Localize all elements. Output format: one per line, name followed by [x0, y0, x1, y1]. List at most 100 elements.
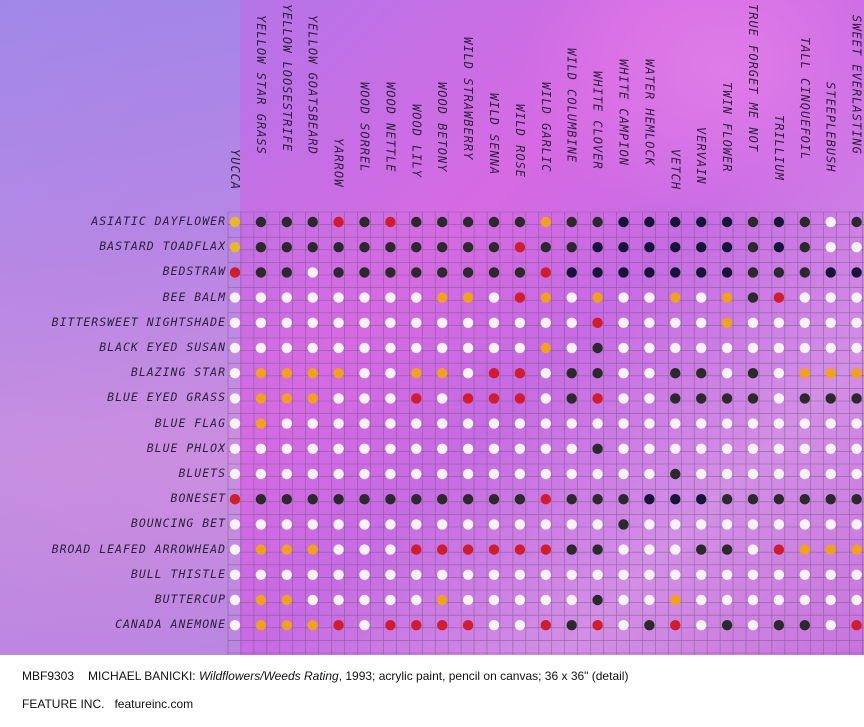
painted-dot: [307, 342, 318, 354]
column-label: WHITE CLOVER: [590, 70, 605, 170]
catalog-number: MBF9303: [22, 669, 75, 683]
painted-dot: [255, 620, 267, 631]
painted-dot: [281, 418, 292, 429]
painted-dot: [385, 519, 396, 530]
painted-dot: [333, 216, 344, 228]
painted-dot: [229, 292, 241, 303]
painted-dot: [696, 292, 707, 303]
painted-dot: [281, 317, 292, 328]
painted-dot: [462, 342, 474, 354]
painted-dot: [851, 468, 862, 480]
painted-dot: [747, 620, 759, 631]
painted-dot: [411, 468, 422, 480]
painted-dot: [618, 393, 629, 404]
canvas-stain: [520, 0, 864, 230]
painted-dot: [773, 519, 785, 530]
painted-dot: [540, 317, 551, 328]
caption-bar: [0, 655, 864, 727]
painted-dot: [592, 242, 603, 253]
painted-dot: [670, 267, 681, 278]
painted-dot: [229, 242, 241, 253]
painted-dot: [488, 594, 500, 606]
painted-dot: [540, 494, 551, 505]
row-label: BLUE FLAG: [154, 415, 226, 430]
painted-dot: [618, 267, 629, 278]
column-label: STEEPLEBUSH: [823, 81, 838, 173]
painted-dot: [437, 443, 448, 454]
painted-dot: [333, 443, 344, 454]
painted-dot: [618, 544, 629, 555]
painted-dot: [644, 242, 655, 253]
caption-line: MBF9303 MICHAEL BANICKI: Wildflowers/Weed…: [22, 669, 628, 683]
painted-dot: [670, 443, 681, 454]
painted-dot: [747, 292, 759, 303]
painted-dot: [618, 342, 629, 354]
painted-dot: [592, 544, 603, 555]
painted-dot: [825, 216, 836, 228]
painted-dot: [229, 267, 241, 278]
painted-dot: [799, 267, 810, 278]
painted-dot: [696, 418, 707, 429]
pencil-grid-with-dots: [227, 211, 864, 655]
painted-dot: [488, 393, 500, 404]
painted-dot: [696, 368, 707, 379]
painted-dot: [307, 393, 318, 404]
painted-dot: [540, 393, 551, 404]
painted-dot: [825, 368, 836, 379]
painted-dot: [773, 317, 785, 328]
painted-dot: [696, 620, 707, 631]
painted-dot: [644, 216, 655, 228]
painted-dot: [488, 242, 500, 253]
painted-dot: [618, 494, 629, 505]
painted-dot: [333, 494, 344, 505]
painted-dot: [281, 620, 292, 631]
painted-dot: [825, 317, 836, 328]
painted-dot: [281, 443, 292, 454]
column-label: WILD STRAWBERRY: [461, 37, 476, 161]
painted-dot: [359, 494, 370, 505]
painted-dot: [592, 468, 603, 480]
painted-dot: [514, 342, 526, 354]
painted-dot: [385, 544, 396, 555]
painted-dot: [411, 443, 422, 454]
gallery-website: featureinc.com: [114, 697, 194, 711]
painted-dot: [773, 544, 785, 555]
painted-dot: [307, 216, 318, 228]
painted-dot: [773, 620, 785, 631]
painted-dot: [670, 544, 681, 555]
column-label: WILD SENNA: [487, 93, 501, 176]
painted-dot: [696, 468, 707, 480]
painted-dot: [592, 267, 603, 278]
painted-dot: [488, 620, 500, 631]
painted-dot: [566, 368, 577, 379]
painted-dot: [644, 292, 655, 303]
row-label: BULL THISTLE: [130, 566, 226, 581]
painted-dot: [411, 544, 422, 555]
painted-dot: [721, 368, 733, 379]
painted-dot: [307, 443, 318, 454]
painted-dot: [255, 317, 267, 328]
painted-dot: [488, 216, 500, 228]
painted-dot: [747, 393, 759, 404]
column-label: YELLOW LOOSESTRIFE: [279, 4, 294, 153]
pencil-grid-lines: [227, 211, 864, 655]
painted-dot: [411, 242, 422, 253]
painted-dot: [618, 418, 629, 429]
painted-dot: [411, 620, 422, 631]
painted-dot: [359, 292, 370, 303]
painted-dot: [359, 267, 370, 278]
painted-dot: [747, 544, 759, 555]
column-label: YARROW: [331, 137, 346, 188]
painted-dot: [644, 418, 655, 429]
row-label: BUTTERCUP: [154, 592, 226, 606]
painted-dot: [229, 317, 241, 328]
painted-dot: [566, 267, 577, 278]
painted-dot: [670, 393, 681, 404]
painted-dot: [514, 443, 526, 454]
painted-dot: [540, 242, 551, 253]
painted-dot: [851, 267, 862, 278]
painted-dot: [359, 544, 370, 555]
row-label: BLUETS: [178, 466, 226, 480]
painted-dot: [825, 443, 836, 454]
painted-dot: [540, 292, 551, 303]
